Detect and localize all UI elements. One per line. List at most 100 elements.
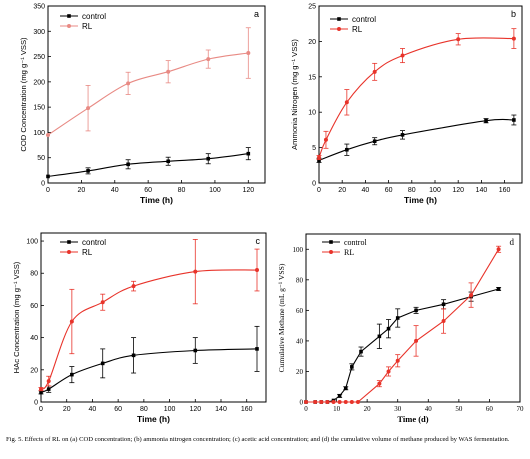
y-axis-label: HAc Concentration (mg g⁻¹ VSS): [12, 261, 21, 373]
data-point: [496, 247, 501, 252]
x-tick-label: 70: [517, 405, 525, 413]
legend-marker: [329, 250, 333, 254]
x-tick-label: 60: [385, 187, 393, 194]
data-point: [441, 319, 446, 324]
y-tick-label: 40: [30, 335, 38, 342]
data-point: [325, 400, 330, 404]
plot-frame: [305, 233, 521, 403]
x-axis-label: Time (d): [397, 414, 428, 424]
x-tick-label: 0: [39, 406, 43, 413]
legend-marker: [67, 240, 71, 244]
data-point: [377, 381, 382, 386]
data-point: [313, 400, 318, 404]
data-point: [86, 169, 90, 173]
x-tick-label: 100: [209, 187, 221, 194]
y-tick-label: 100: [26, 239, 38, 246]
y-tick-label: 10: [308, 110, 316, 117]
data-point: [255, 268, 259, 273]
x-tick-label: 0: [304, 405, 308, 413]
x-tick-label: 80: [178, 187, 186, 194]
y-tick-label: 0: [34, 400, 38, 407]
y-tick-label: 20: [308, 39, 316, 46]
data-point: [193, 348, 198, 353]
y-tick-label: 0: [300, 399, 304, 407]
data-point: [131, 284, 136, 289]
data-point: [386, 326, 391, 331]
data-point: [69, 319, 74, 324]
series-line: [306, 288, 499, 403]
legend-marker: [67, 14, 71, 18]
data-point: [372, 69, 377, 74]
x-tick-label: 60: [144, 187, 152, 194]
data-point: [511, 36, 516, 41]
series-control: [46, 147, 251, 179]
data-point: [337, 394, 342, 398]
panel-label: c: [256, 236, 261, 246]
data-point: [304, 400, 308, 404]
y-tick-label: 250: [33, 54, 45, 61]
legend-marker: [337, 17, 341, 21]
y-tick-label: 25: [308, 4, 316, 11]
x-tick-label: 80: [408, 187, 416, 194]
data-point: [193, 269, 198, 274]
data-point: [255, 347, 259, 351]
data-point: [46, 174, 50, 179]
data-point: [166, 69, 171, 74]
legend-marker: [337, 27, 341, 31]
data-point: [386, 369, 391, 374]
data-point: [317, 158, 321, 163]
data-point: [414, 338, 419, 343]
x-tick-label: 120: [452, 187, 464, 194]
data-point: [496, 287, 501, 291]
data-point: [317, 155, 321, 160]
series-rl: [316, 28, 517, 161]
data-point: [246, 151, 251, 156]
y-tick-label: 350: [33, 4, 45, 11]
data-point: [372, 139, 377, 144]
data-point: [100, 361, 105, 366]
y-axis-label: COD Concentration (mg g⁻¹ VSS): [19, 37, 28, 152]
data-point: [46, 379, 51, 384]
data-point: [39, 390, 43, 395]
data-point: [46, 387, 51, 391]
plot-frame: [318, 5, 523, 184]
series-rl: [304, 245, 502, 404]
x-tick-label: 120: [242, 187, 254, 194]
data-point: [126, 162, 130, 167]
x-tick-label: 140: [476, 187, 488, 194]
x-tick-label: 160: [499, 187, 511, 194]
data-point: [484, 118, 488, 123]
legend-label: control: [344, 238, 367, 247]
x-tick-label: 120: [189, 406, 201, 413]
data-point: [456, 37, 461, 42]
series-line: [47, 52, 249, 136]
x-tick-label: 20: [63, 406, 71, 413]
data-point: [319, 400, 324, 404]
data-point: [512, 118, 516, 122]
data-point: [441, 302, 446, 307]
data-point: [39, 387, 43, 392]
x-axis-label: Time (h): [140, 195, 173, 205]
legend-label: RL: [82, 248, 93, 257]
y-tick-label: 0: [41, 181, 45, 188]
x-axis-label: Time (h): [404, 195, 437, 205]
legend-marker: [67, 250, 71, 254]
series-control: [304, 287, 502, 404]
data-point: [331, 400, 336, 404]
chart-panel-b: 0 20 40 60 80 100 120 140 160 0 5 10 15 20 25 Time (h) A…: [290, 4, 523, 205]
y-tick-label: 80: [30, 271, 38, 278]
y-tick-label: 20: [296, 368, 304, 376]
legend-label: control: [352, 15, 376, 24]
chart-panel-a: 0 20 40 60 80 100 120 0 50 100 150 200 250 300 350 Time…: [19, 4, 266, 205]
series-line: [318, 118, 514, 161]
figure-caption: Fig. 5. Effects of RL on (a) COD concent…: [6, 436, 510, 443]
data-point: [469, 293, 474, 298]
y-tick-label: 5: [312, 145, 316, 152]
data-point: [349, 400, 354, 404]
y-axis-label: Ammonia Nitrogen (mg g⁻¹ VSS): [290, 39, 299, 150]
data-point: [86, 106, 91, 111]
plot-frame: [47, 5, 266, 184]
x-tick-label: 160: [241, 406, 253, 413]
